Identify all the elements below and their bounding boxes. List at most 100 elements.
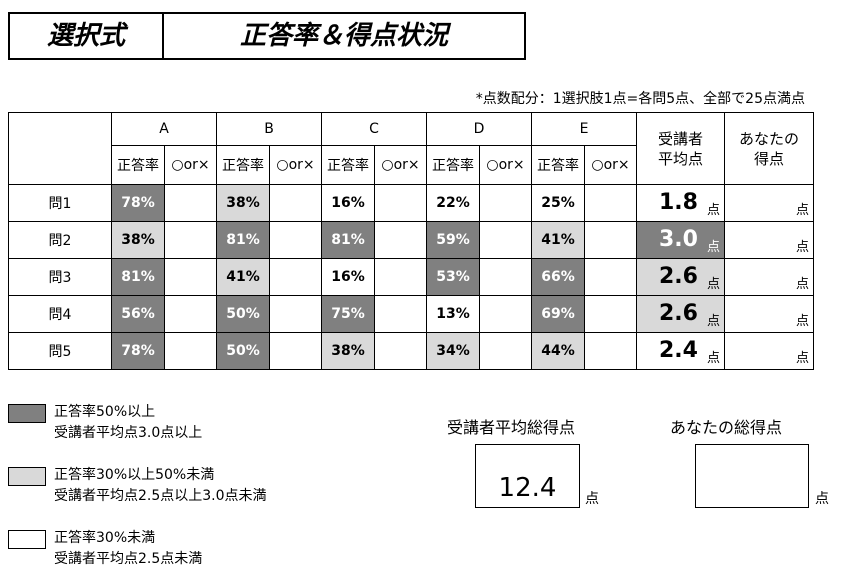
column-header-b: B xyxy=(216,112,322,146)
average-score-unit: 点 xyxy=(706,203,720,218)
rate-cell-a: 81% xyxy=(111,258,165,296)
ox-subheader-e: ○or× xyxy=(584,145,637,185)
rate-cell-d: 22% xyxy=(426,184,480,222)
table-row: 問3 81% 41% 16% 53% 66% 2.6 点 点 xyxy=(8,258,814,296)
rate-cell-e: 66% xyxy=(531,258,585,296)
legend-swatch-light xyxy=(8,467,46,486)
rate-cell-c: 81% xyxy=(321,221,375,259)
ox-input-cell-c[interactable] xyxy=(374,332,427,370)
column-header-a: A xyxy=(111,112,217,146)
title-selection-type: 選択式 xyxy=(10,14,164,58)
ox-subheader-a: ○or× xyxy=(164,145,217,185)
average-score-cell: 1.8 点 xyxy=(636,184,725,222)
average-score-unit: 点 xyxy=(706,314,720,329)
rate-cell-a: 38% xyxy=(111,221,165,259)
your-score-cell[interactable]: 点 xyxy=(724,295,814,333)
ox-input-cell-b[interactable] xyxy=(269,184,322,222)
column-header-d: D xyxy=(426,112,532,146)
rate-cell-e: 44% xyxy=(531,332,585,370)
legend-line: 正答率50%以上 xyxy=(54,404,156,420)
question-label: 問3 xyxy=(8,258,112,296)
your-score-unit: 点 xyxy=(795,277,809,292)
rate-subheader-b: 正答率 xyxy=(216,145,270,185)
rate-cell-d: 34% xyxy=(426,332,480,370)
average-total-label: 受講者平均総得点 xyxy=(447,418,576,437)
your-score-header: あなたの 得点 xyxy=(724,112,814,185)
rate-cell-e: 25% xyxy=(531,184,585,222)
average-score-value: 3.0 xyxy=(659,227,698,252)
question-label: 問1 xyxy=(8,184,112,222)
average-score-unit: 点 xyxy=(706,351,720,366)
rate-cell-a: 78% xyxy=(111,332,165,370)
average-score-cell: 3.0 点 xyxy=(636,221,725,259)
table-row: 問2 38% 81% 81% 59% 41% 3.0 点 点 xyxy=(8,221,814,259)
ox-input-cell-b[interactable] xyxy=(269,258,322,296)
rate-cell-e: 41% xyxy=(531,221,585,259)
ox-input-cell-a[interactable] xyxy=(164,184,217,222)
ox-input-cell-d[interactable] xyxy=(479,184,532,222)
question-label: 問5 xyxy=(8,332,112,370)
ox-input-cell-a[interactable] xyxy=(164,258,217,296)
ox-input-cell-b[interactable] xyxy=(269,332,322,370)
column-header-c: C xyxy=(321,112,427,146)
legend-line: 受講者平均点2.5点以上3.0点未満 xyxy=(54,488,267,504)
ox-subheader-b: ○or× xyxy=(269,145,322,185)
rate-cell-d: 53% xyxy=(426,258,480,296)
rate-cell-b: 41% xyxy=(216,258,270,296)
average-score-value: 1.8 xyxy=(659,190,698,215)
ox-input-cell-c[interactable] xyxy=(374,221,427,259)
ox-input-cell-b[interactable] xyxy=(269,295,322,333)
rate-cell-c: 16% xyxy=(321,184,375,222)
ox-input-cell-e[interactable] xyxy=(584,332,637,370)
your-score-cell[interactable]: 点 xyxy=(724,332,814,370)
ox-input-cell-a[interactable] xyxy=(164,295,217,333)
ox-input-cell-b[interactable] xyxy=(269,221,322,259)
table-row: 問5 78% 50% 38% 34% 44% 2.4 点 点 xyxy=(8,332,814,370)
legend-line: 受講者平均点3.0点以上 xyxy=(54,425,203,441)
average-total-box: 12.4 xyxy=(475,444,580,508)
ox-input-cell-c[interactable] xyxy=(374,184,427,222)
average-score-cell: 2.4 点 xyxy=(636,332,725,370)
ox-input-cell-d[interactable] xyxy=(479,258,532,296)
ox-input-cell-e[interactable] xyxy=(584,295,637,333)
your-score-unit: 点 xyxy=(795,203,809,218)
ox-input-cell-d[interactable] xyxy=(479,221,532,259)
legend-line: 正答率30%未満 xyxy=(54,530,156,546)
rate-cell-b: 81% xyxy=(216,221,270,259)
ox-input-cell-c[interactable] xyxy=(374,258,427,296)
your-score-cell[interactable]: 点 xyxy=(724,221,814,259)
rate-cell-c: 38% xyxy=(321,332,375,370)
ox-input-cell-e[interactable] xyxy=(584,221,637,259)
ox-input-cell-e[interactable] xyxy=(584,258,637,296)
average-score-value: 2.6 xyxy=(659,301,698,326)
average-score-cell: 2.6 点 xyxy=(636,295,725,333)
legend-text-low: 正答率30%未満 受講者平均点2.5点未満 xyxy=(54,528,202,570)
legend-line: 受講者平均点2.5点未満 xyxy=(54,551,203,567)
average-score-value: 2.6 xyxy=(659,264,698,289)
rate-subheader-c: 正答率 xyxy=(321,145,375,185)
ox-input-cell-d[interactable] xyxy=(479,295,532,333)
question-label: 問4 xyxy=(8,295,112,333)
ox-input-cell-d[interactable] xyxy=(479,332,532,370)
column-header-e: E xyxy=(531,112,637,146)
rate-cell-b: 38% xyxy=(216,184,270,222)
your-score-unit: 点 xyxy=(795,240,809,255)
score-table: A B C D E 受講者 平均点 あなたの 得点 正答率 ○or× 正答率 ○or× 正答… xyxy=(8,112,814,370)
ox-input-cell-a[interactable] xyxy=(164,332,217,370)
title-rate-score: 正答率＆得点状況 xyxy=(239,21,448,51)
ox-input-cell-a[interactable] xyxy=(164,221,217,259)
table-row: 問1 78% 38% 16% 22% 25% 1.8 点 点 xyxy=(8,184,814,222)
your-score-cell[interactable]: 点 xyxy=(724,184,814,222)
legend-swatch-white xyxy=(8,530,46,549)
legend-swatch-dark xyxy=(8,404,46,423)
rate-cell-c: 16% xyxy=(321,258,375,296)
average-score-cell: 2.6 点 xyxy=(636,258,725,296)
ox-input-cell-e[interactable] xyxy=(584,184,637,222)
average-score-header: 受講者 平均点 xyxy=(636,112,725,185)
table-row: 問4 56% 50% 75% 13% 69% 2.6 点 点 xyxy=(8,295,814,333)
your-total-box[interactable] xyxy=(695,444,809,508)
average-total-unit: 点 xyxy=(585,491,599,507)
ox-input-cell-c[interactable] xyxy=(374,295,427,333)
average-score-unit: 点 xyxy=(706,277,720,292)
your-score-cell[interactable]: 点 xyxy=(724,258,814,296)
